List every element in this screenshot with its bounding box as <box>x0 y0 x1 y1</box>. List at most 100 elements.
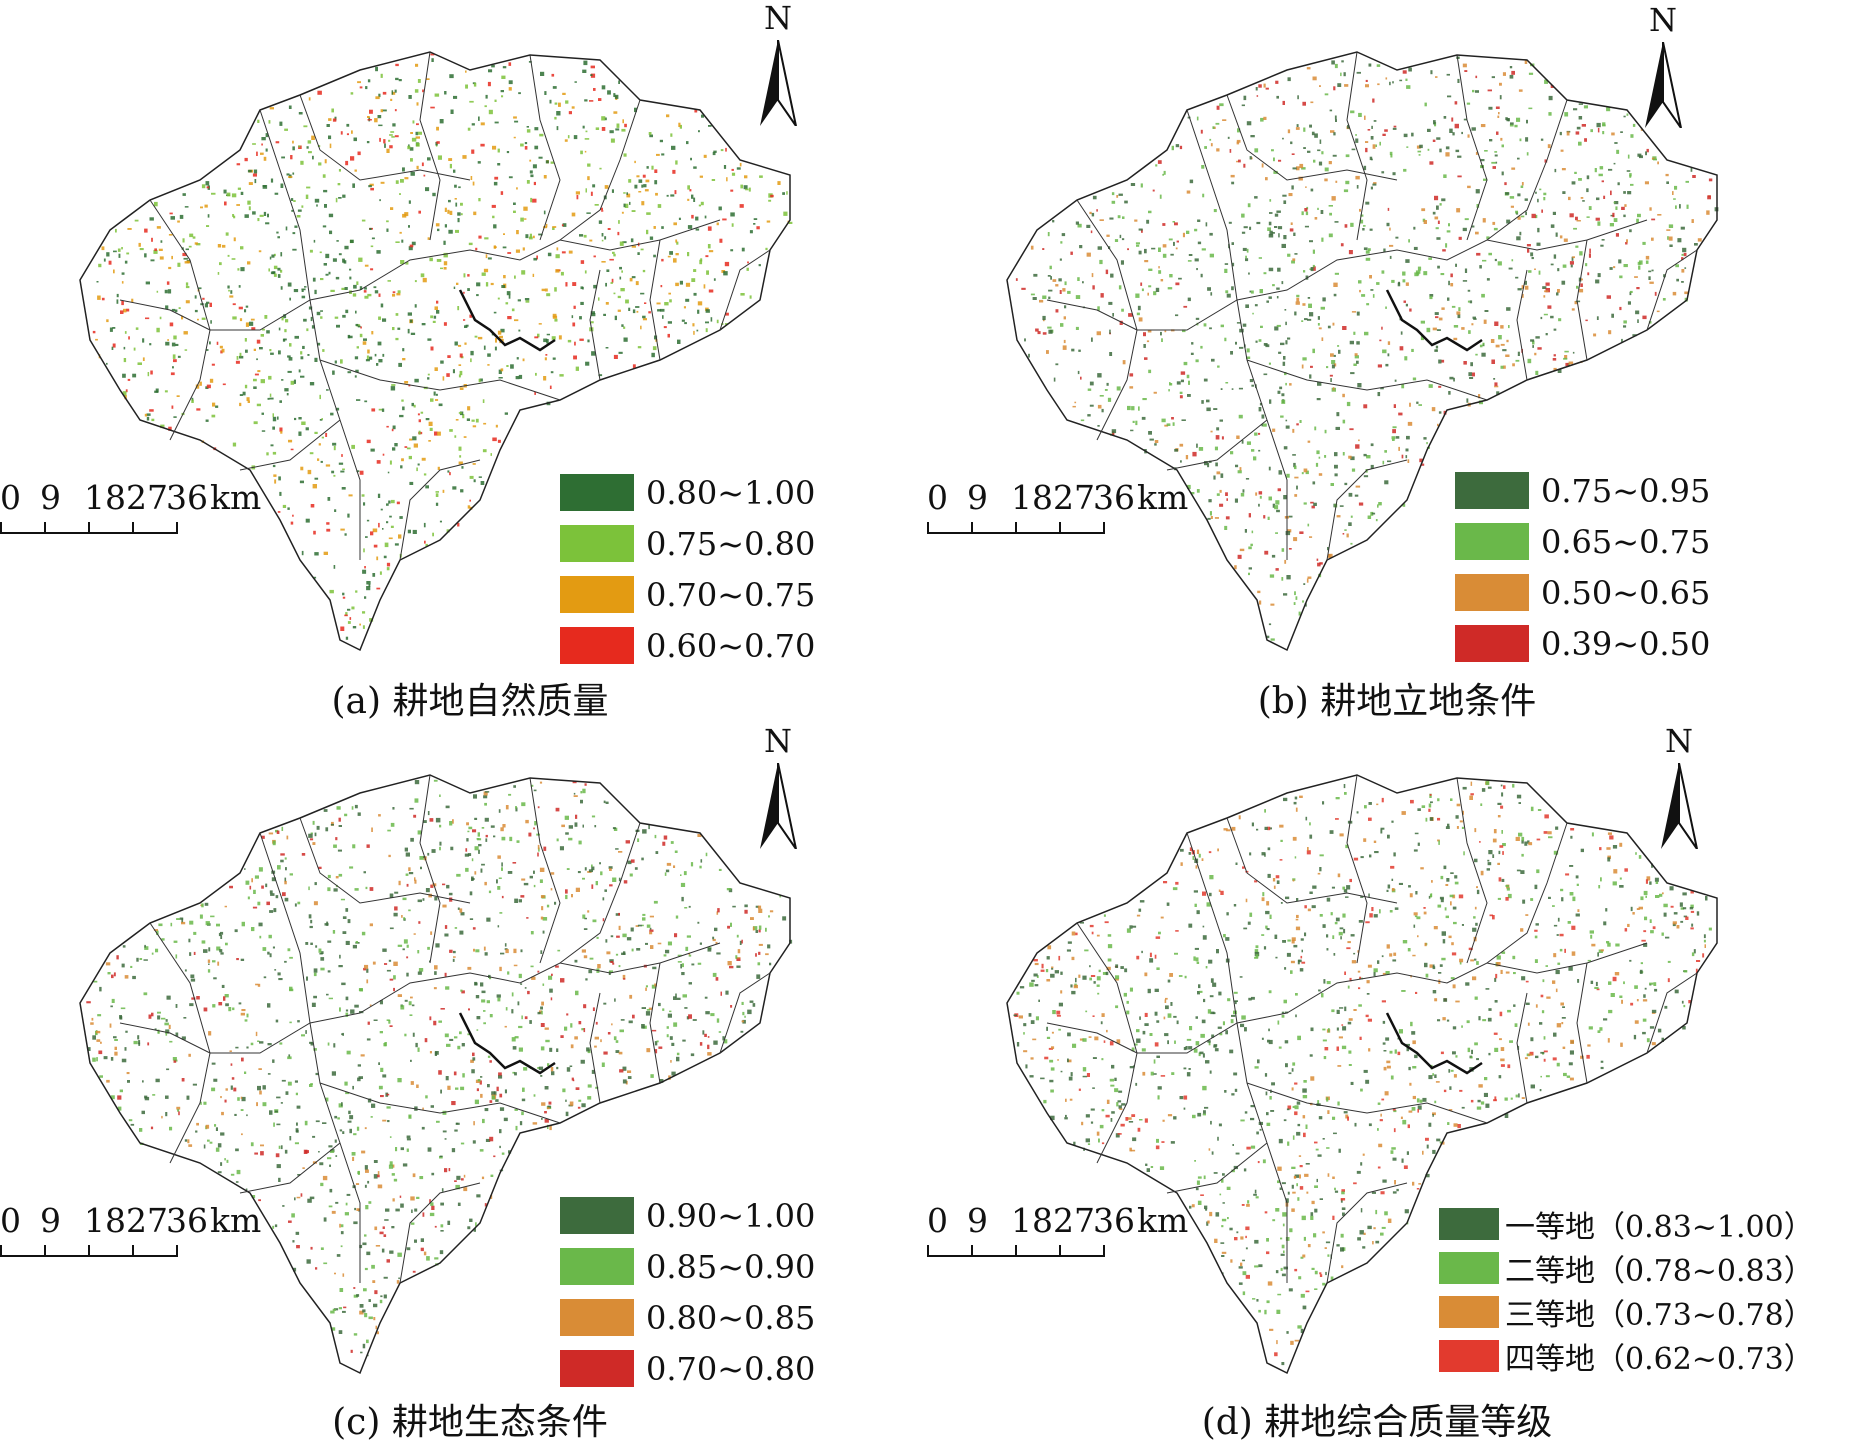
cropland-pixel <box>1342 393 1345 398</box>
cropland-pixel <box>574 822 578 827</box>
cropland-pixel <box>189 920 194 925</box>
cropland-pixel <box>1208 851 1212 854</box>
cropland-pixel <box>444 224 447 228</box>
cropland-pixel <box>1355 138 1359 143</box>
cropland-pixel <box>458 412 462 414</box>
cropland-pixel <box>153 929 158 931</box>
cropland-pixel <box>618 925 621 930</box>
cropland-pixel <box>551 73 555 77</box>
cropland-pixel <box>361 931 366 936</box>
cropland-pixel <box>133 347 136 351</box>
district-boundary <box>149 199 211 441</box>
cropland-pixel <box>1548 112 1552 116</box>
cropland-pixel <box>676 997 681 1000</box>
cropland-pixel <box>584 270 587 274</box>
cropland-pixel <box>334 1115 338 1119</box>
cropland-pixel <box>222 244 226 248</box>
cropland-pixel <box>1694 243 1698 246</box>
cropland-pixel <box>475 1222 477 1227</box>
cropland-pixel <box>693 197 696 202</box>
cropland-pixel <box>389 1136 392 1138</box>
cropland-pixel <box>513 210 516 213</box>
cropland-pixel <box>753 223 756 225</box>
cropland-pixel <box>267 213 269 218</box>
cropland-pixel <box>487 1055 491 1058</box>
cropland-pixel <box>1447 297 1450 301</box>
cropland-pixel <box>345 1092 350 1095</box>
cropland-pixel <box>1097 246 1102 250</box>
cropland-pixel <box>1234 1088 1238 1092</box>
cropland-pixel <box>1471 323 1474 326</box>
cropland-pixel <box>132 373 137 378</box>
cropland-pixel <box>1292 428 1295 433</box>
cropland-pixel <box>1545 282 1550 286</box>
cropland-pixel <box>498 877 502 879</box>
cropland-pixel <box>495 338 497 343</box>
cropland-pixel <box>1428 895 1431 899</box>
cropland-pixel <box>565 832 569 835</box>
cropland-pixel <box>649 915 654 918</box>
cropland-pixel <box>309 382 315 386</box>
cropland-pixel <box>245 349 248 353</box>
cropland-pixel <box>1099 219 1104 221</box>
cropland-pixel <box>1348 522 1352 526</box>
cropland-pixel <box>1416 272 1420 276</box>
cropland-pixel <box>1307 523 1310 527</box>
cropland-pixel <box>366 439 371 444</box>
cropland-pixel <box>708 289 714 293</box>
cropland-pixel <box>1134 219 1138 222</box>
cropland-pixel <box>1360 214 1364 217</box>
cropland-pixel <box>1683 252 1687 257</box>
cropland-pixel <box>1303 270 1306 273</box>
cropland-pixel <box>604 236 607 240</box>
cropland-pixel <box>268 934 272 939</box>
cropland-pixel <box>1540 1051 1545 1054</box>
cropland-pixel <box>364 1184 367 1188</box>
cropland-pixel <box>361 494 365 497</box>
cropland-pixel <box>233 1087 237 1092</box>
cropland-pixel <box>1301 949 1303 953</box>
cropland-pixel <box>593 88 596 91</box>
cropland-pixel <box>1136 312 1140 316</box>
cropland-pixel <box>236 163 241 166</box>
cropland-pixel <box>1435 227 1439 230</box>
cropland-pixel <box>1346 885 1351 890</box>
cropland-pixel <box>388 500 391 504</box>
cropland-pixel <box>273 1122 275 1127</box>
cropland-pixel <box>430 1202 434 1206</box>
cropland-pixel <box>697 309 700 314</box>
cropland-pixel <box>1021 287 1026 290</box>
cropland-pixel <box>1220 324 1224 328</box>
cropland-pixel <box>313 995 317 999</box>
cropland-pixel <box>366 355 369 360</box>
cropland-pixel <box>669 299 672 303</box>
cropland-pixel <box>1377 364 1382 368</box>
cropland-pixel <box>355 323 359 327</box>
cropland-pixel <box>352 944 357 949</box>
cropland-pixel <box>1101 408 1104 413</box>
cropland-pixel <box>1122 360 1126 365</box>
cropland-pixel <box>284 1149 288 1154</box>
cropland-pixel <box>410 171 415 176</box>
cropland-pixel <box>416 102 419 106</box>
cropland-pixel <box>417 899 422 903</box>
cropland-pixel <box>1269 399 1272 404</box>
cropland-pixel <box>1316 1178 1318 1183</box>
cropland-pixel <box>308 306 313 310</box>
cropland-pixel <box>1597 127 1600 133</box>
cropland-pixel <box>1442 249 1446 252</box>
cropland-pixel <box>625 299 629 304</box>
cropland-pixel <box>338 253 342 256</box>
cropland-pixel <box>310 1042 313 1046</box>
cropland-pixel <box>1456 311 1461 315</box>
cropland-pixel <box>1169 382 1171 386</box>
cropland-pixel <box>1684 267 1687 269</box>
cropland-pixel <box>467 853 472 856</box>
cropland-pixel <box>1082 1038 1087 1042</box>
cropland-pixel <box>552 357 556 360</box>
cropland-pixel <box>1680 226 1685 230</box>
cropland-pixel <box>332 930 336 934</box>
cropland-pixel <box>216 341 219 345</box>
cropland-pixel <box>411 241 416 246</box>
cropland-pixel <box>526 917 529 919</box>
